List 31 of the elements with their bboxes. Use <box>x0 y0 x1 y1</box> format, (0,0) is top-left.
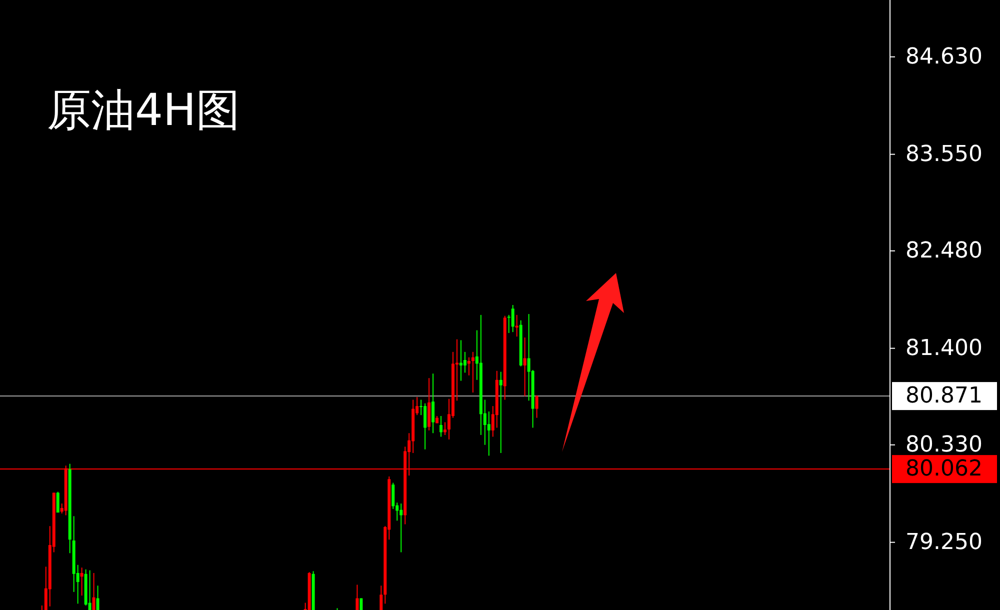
candlestick <box>471 351 474 394</box>
candlestick <box>467 356 470 376</box>
candlestick <box>92 572 96 610</box>
candlestick <box>400 503 403 553</box>
candlestick <box>499 371 502 454</box>
ref-line-label: 80.062 <box>906 456 982 482</box>
candlestick <box>535 394 538 418</box>
candlestick <box>432 373 435 434</box>
candlestick <box>444 422 446 436</box>
text: 原油4H图 <box>47 85 240 136</box>
y-tick-label: 84.630 <box>906 44 982 70</box>
candlestick <box>487 410 490 456</box>
candlestick <box>392 482 395 510</box>
candlestick <box>511 304 514 333</box>
candlestick <box>356 584 359 610</box>
candlestick <box>380 585 383 610</box>
candlestick <box>56 491 60 514</box>
y-tick-label: 79.250 <box>906 530 982 555</box>
candlestick <box>96 585 100 610</box>
y-tick-label: 83.550 <box>906 142 982 167</box>
y-tick-label: 80.330 <box>906 432 982 458</box>
candlestick <box>459 340 462 382</box>
ref-line-label: 80.871 <box>906 384 982 409</box>
candlestick <box>88 570 92 610</box>
candlestick <box>523 336 526 397</box>
candlestick <box>440 415 443 438</box>
y-tick-label: 82.480 <box>906 238 982 264</box>
candlestick <box>463 351 466 374</box>
candlestick <box>80 567 84 596</box>
y-tick-label: 81.400 <box>906 336 982 361</box>
candlestick <box>424 402 427 450</box>
